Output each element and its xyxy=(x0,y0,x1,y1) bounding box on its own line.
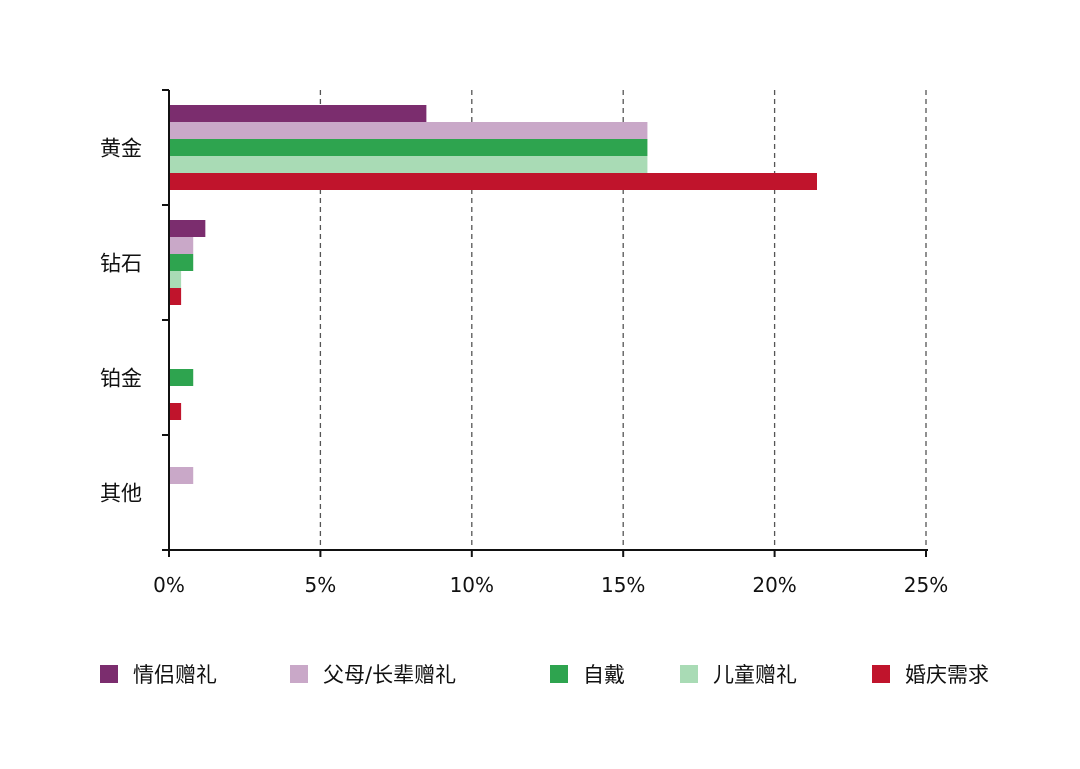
legend: 情侣赠礼 父母/长辈赠礼 自戴 儿童赠礼 婚庆需求 xyxy=(100,663,989,687)
legend-swatch xyxy=(550,665,568,683)
category-label: 其他 xyxy=(100,482,142,506)
legend-item: 自戴 xyxy=(550,663,625,687)
legend-label: 情侣赠礼 xyxy=(133,663,217,687)
legend-label: 自戴 xyxy=(583,663,625,687)
bar xyxy=(169,139,648,156)
legend-swatch xyxy=(290,665,308,683)
bars xyxy=(169,105,817,484)
bar xyxy=(169,467,194,484)
x-tick-label: 0% xyxy=(153,573,185,597)
x-tick-label: 10% xyxy=(450,573,494,597)
bar xyxy=(169,156,648,173)
x-tick-label: 5% xyxy=(305,573,337,597)
legend-swatch xyxy=(872,665,890,683)
bar xyxy=(169,105,427,122)
x-tick-label: 15% xyxy=(601,573,645,597)
x-tick-label: 20% xyxy=(752,573,796,597)
legend-swatch xyxy=(680,665,698,683)
bar xyxy=(169,254,194,271)
bar xyxy=(169,288,182,305)
legend-item: 儿童赠礼 xyxy=(680,663,797,687)
ticks xyxy=(162,89,927,557)
bar xyxy=(169,173,817,190)
legend-label: 婚庆需求 xyxy=(905,663,989,687)
category-label: 黄金 xyxy=(100,137,142,161)
bar xyxy=(169,237,194,254)
legend-label: 父母/长辈赠礼 xyxy=(323,663,456,687)
x-tick-label: 25% xyxy=(904,573,948,597)
legend-item: 父母/长辈赠礼 xyxy=(290,663,456,687)
bar xyxy=(169,403,182,420)
category-label: 钻石 xyxy=(100,252,142,276)
x-tick-labels: 0% 5% 10% 15% 20% 25% xyxy=(153,573,948,597)
legend-item: 婚庆需求 xyxy=(872,663,989,687)
bar xyxy=(169,122,648,139)
legend-swatch xyxy=(100,665,118,683)
legend-item: 情侣赠礼 xyxy=(100,663,217,687)
legend-label: 儿童赠礼 xyxy=(713,663,797,687)
bar xyxy=(169,271,182,288)
bar xyxy=(169,220,206,237)
category-label: 铂金 xyxy=(100,367,142,391)
bar xyxy=(169,369,194,386)
